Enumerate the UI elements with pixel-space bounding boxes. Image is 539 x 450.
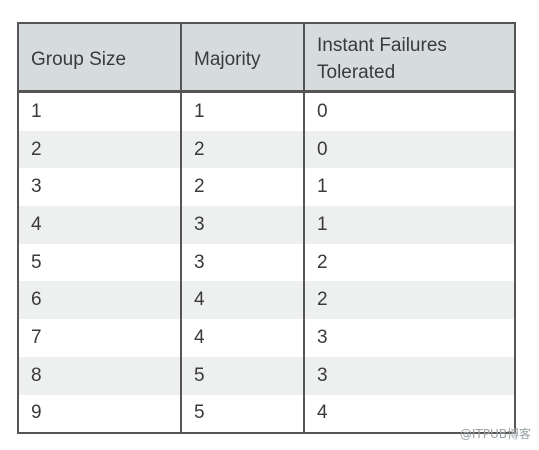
cell-group-size: 7 [17,319,182,357]
cell-failures-tolerated: 3 [303,356,516,395]
table-row: 5 3 2 [17,243,516,282]
cell-failures-tolerated: 0 [303,130,516,169]
data-table-container: Group Size Majority Instant Failures Tole… [17,22,516,435]
cell-majority: 3 [180,206,305,244]
fault-tolerance-table: Group Size Majority Instant Failures Tole… [17,22,516,435]
watermark: @ITPUB博客 [459,427,531,441]
cell-failures-tolerated: 1 [303,206,516,244]
table-row: 8 5 3 [17,356,516,395]
cell-majority: 4 [180,281,305,320]
cell-majority: 1 [180,91,305,131]
table-row: 4 3 1 [17,206,516,244]
header-instant-failures-tolerated: Instant Failures Tolerated [303,22,516,93]
cell-group-size: 6 [17,281,182,320]
cell-group-size: 4 [17,206,182,244]
cell-majority: 4 [180,319,305,357]
table-row: 2 2 0 [17,130,516,169]
cell-group-size: 2 [17,130,182,169]
cell-failures-tolerated: 1 [303,168,516,207]
cell-failures-tolerated: 2 [303,281,516,320]
cell-majority: 3 [180,243,305,282]
cell-failures-tolerated: 3 [303,319,516,357]
table-row: 3 2 1 [17,168,516,207]
header-line-2: Tolerated [317,62,396,83]
header-line-1: Instant Failures [317,35,447,56]
cell-majority: 5 [180,356,305,395]
table-row: 6 4 2 [17,281,516,320]
table-row: 9 5 4 [17,394,516,435]
cell-failures-tolerated: 0 [303,91,516,131]
cell-majority: 2 [180,130,305,169]
cell-failures-tolerated: 4 [303,394,516,435]
table-row: 7 4 3 [17,319,516,357]
cell-failures-tolerated: 2 [303,243,516,282]
cell-majority: 5 [180,394,305,435]
cell-group-size: 3 [17,168,182,207]
header-group-size: Group Size [17,22,182,93]
table-header-row: Group Size Majority Instant Failures Tole… [17,22,516,93]
cell-group-size: 9 [17,394,182,435]
cell-group-size: 8 [17,356,182,395]
cell-group-size: 1 [17,91,182,131]
cell-majority: 2 [180,168,305,207]
table-row: 1 1 0 [17,91,516,131]
cell-group-size: 5 [17,243,182,282]
header-majority: Majority [180,22,305,93]
